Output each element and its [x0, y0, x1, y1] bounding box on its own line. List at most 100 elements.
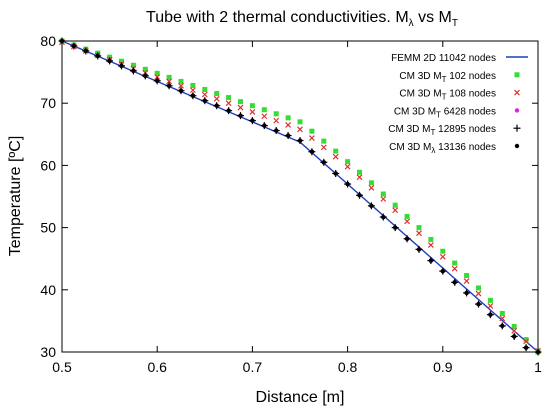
legend-entry: CM 3D MT 6428 nodes [394, 106, 520, 119]
data-point-stroke [392, 207, 399, 214]
data-point [166, 74, 172, 80]
data-point [487, 303, 494, 309]
data-point [142, 66, 148, 72]
data-point [249, 103, 255, 109]
data-point [380, 191, 386, 197]
data-point [452, 280, 457, 285]
data-point [320, 144, 327, 151]
data-point-stroke [344, 163, 351, 170]
data-point-stroke [166, 78, 173, 85]
data-point [428, 236, 434, 242]
data-point [451, 265, 458, 272]
data-point [178, 82, 184, 89]
x-tick-label: 0.9 [433, 359, 453, 375]
data-point [427, 242, 434, 248]
y-axis-title: Temperature [ºC] [7, 136, 24, 257]
data-point [178, 78, 184, 84]
data-point [285, 133, 291, 138]
legend-label: CM 3D MT 102 nodes [399, 71, 496, 84]
data-point [297, 119, 303, 125]
data-point [404, 213, 410, 219]
data-point-stroke [332, 153, 339, 160]
data-point-stroke [213, 95, 220, 102]
series-1 [59, 38, 541, 355]
plot-area: 0.5 0.6 0.7 0.8 0.9 1 30 40 50 60 70 80 [40, 33, 542, 375]
plot-frame [61, 40, 539, 353]
data-point [404, 236, 410, 241]
data-point [107, 54, 113, 60]
x-tick-label: 0.6 [147, 359, 167, 375]
data-point [238, 99, 243, 105]
data-point-stroke [451, 265, 458, 272]
data-point-stroke [154, 74, 161, 81]
data-point-stroke [499, 315, 506, 322]
legend-label: CM 3D MT 108 nodes [399, 89, 496, 102]
data-point [274, 128, 279, 133]
data-point [345, 181, 350, 187]
legend-swatch [514, 143, 520, 149]
data-point-stroke [285, 122, 292, 128]
data-point-stroke [511, 327, 518, 334]
data-point [357, 193, 362, 198]
data-point [178, 88, 184, 93]
y-tick-label: 40 [40, 282, 56, 298]
data-point [404, 218, 411, 225]
data-point [154, 70, 160, 76]
data-point [202, 87, 208, 93]
x-tick-label: 1 [534, 359, 542, 375]
data-point [475, 290, 482, 297]
data-point-stroke [427, 242, 434, 248]
data-point [332, 153, 339, 160]
data-point [344, 163, 351, 170]
data-point [226, 108, 231, 113]
legend-label: CM 3D MT 6428 nodes [394, 106, 496, 119]
data-point [297, 138, 303, 143]
y-tick-label: 60 [40, 157, 56, 173]
data-point [464, 272, 470, 278]
data-point [512, 334, 517, 339]
data-point [452, 260, 458, 266]
y-tick-label: 30 [40, 344, 56, 360]
data-point [523, 338, 530, 345]
series-5 [59, 38, 541, 355]
data-point [440, 248, 446, 254]
data-point [511, 323, 517, 329]
data-point [535, 349, 541, 355]
x-tick-label: 0.7 [243, 359, 263, 375]
legend-entry: CM 3D MT 108 nodes [399, 89, 520, 102]
data-point [393, 225, 398, 230]
data-point [345, 159, 351, 165]
legend-label: CM 3D MT 12895 nodes [388, 124, 496, 137]
data-point [190, 82, 196, 88]
x-axis-title: Distance [m] [256, 389, 345, 406]
data-point [499, 310, 505, 316]
data-point [155, 78, 160, 84]
data-point-stroke [308, 135, 315, 141]
data-point-stroke [523, 338, 530, 345]
data-point [487, 297, 493, 303]
data-point [333, 171, 338, 176]
data-point [119, 58, 124, 64]
data-point [166, 83, 172, 88]
y-tick-label: 80 [40, 33, 56, 49]
x-tick-label: 0.8 [338, 359, 358, 375]
legend-swatch [514, 72, 520, 78]
data-point-stroke [475, 290, 482, 297]
data-point [201, 91, 208, 98]
data-point-stroke [225, 100, 232, 107]
data-point [488, 312, 493, 317]
data-point [95, 53, 100, 59]
data-point-stroke [237, 104, 244, 111]
data-point [285, 115, 291, 121]
legend-label: FEMM 2D 11042 nodes [391, 53, 496, 64]
data-point [250, 118, 255, 123]
data-point [143, 73, 148, 79]
data-point [190, 93, 196, 98]
data-point [511, 327, 518, 334]
legend-swatch [514, 108, 520, 113]
data-point-stroke [368, 184, 375, 191]
data-point [226, 95, 232, 101]
data-point-stroke [273, 117, 280, 124]
series-2 [59, 39, 541, 354]
